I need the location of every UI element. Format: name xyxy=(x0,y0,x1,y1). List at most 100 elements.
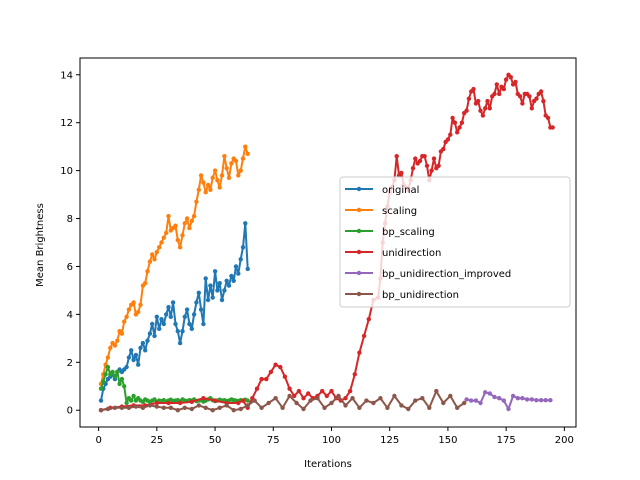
data-point xyxy=(154,404,159,409)
data-point xyxy=(140,405,146,410)
data-point xyxy=(406,406,411,412)
x-tick-label: 0 xyxy=(95,435,101,446)
data-point xyxy=(455,405,460,410)
data-point xyxy=(205,297,211,303)
data-point xyxy=(159,240,164,245)
data-point xyxy=(268,369,274,375)
data-point xyxy=(138,345,143,351)
legend-label: bp_unidirection_improved xyxy=(382,269,511,280)
series-line xyxy=(100,222,249,401)
data-point xyxy=(191,213,197,219)
data-point xyxy=(117,381,122,387)
data-point xyxy=(545,115,551,121)
data-point xyxy=(224,166,229,171)
data-point xyxy=(392,393,397,399)
data-point xyxy=(154,314,159,319)
data-point xyxy=(520,101,525,106)
data-point xyxy=(329,388,334,394)
x-tick-label: 175 xyxy=(497,435,516,446)
data-point xyxy=(441,146,446,152)
data-point xyxy=(129,348,134,353)
data-point xyxy=(497,91,502,97)
legend-label: bp_scaling xyxy=(382,227,435,238)
data-point xyxy=(459,120,465,125)
data-point xyxy=(538,89,544,94)
data-point xyxy=(196,187,201,192)
data-point xyxy=(515,396,520,401)
data-point xyxy=(187,225,192,231)
data-point xyxy=(322,405,327,410)
data-point xyxy=(168,405,173,410)
data-point xyxy=(177,340,183,346)
data-point xyxy=(164,312,169,317)
data-point xyxy=(154,249,159,255)
data-point xyxy=(434,388,439,394)
data-point xyxy=(229,273,234,279)
data-point xyxy=(215,288,220,293)
y-tick-label: 14 xyxy=(60,70,73,81)
data-point xyxy=(129,398,134,403)
data-point xyxy=(133,404,139,409)
data-point xyxy=(450,115,455,121)
data-point xyxy=(413,398,418,403)
series-bp-unidirection-improved xyxy=(464,390,553,412)
data-point xyxy=(287,393,292,399)
data-point xyxy=(126,355,132,360)
data-point xyxy=(210,175,215,180)
data-point xyxy=(238,406,243,412)
data-point xyxy=(441,400,446,406)
data-point xyxy=(292,393,297,399)
y-tick-label: 2 xyxy=(67,358,73,369)
legend-label: scaling xyxy=(382,206,417,217)
data-point xyxy=(184,307,190,312)
data-point xyxy=(378,396,383,401)
data-point xyxy=(212,269,218,274)
data-point xyxy=(462,400,467,406)
data-point xyxy=(364,398,369,403)
data-point xyxy=(112,405,118,410)
data-point xyxy=(452,120,458,125)
data-point xyxy=(124,364,129,370)
data-point xyxy=(124,314,129,319)
data-point xyxy=(166,213,171,219)
data-point xyxy=(105,355,111,360)
data-point xyxy=(464,397,469,402)
data-point xyxy=(357,350,362,355)
data-point xyxy=(98,408,104,413)
data-point xyxy=(471,86,476,92)
data-point xyxy=(147,403,153,408)
data-point xyxy=(226,283,232,288)
data-point xyxy=(245,403,250,408)
data-point xyxy=(448,132,453,137)
data-point xyxy=(187,321,192,327)
data-point xyxy=(548,398,553,403)
data-point xyxy=(529,397,534,402)
data-point xyxy=(233,264,239,269)
data-point xyxy=(478,400,483,406)
y-tick-label: 4 xyxy=(67,310,73,321)
data-point xyxy=(138,302,143,307)
data-point xyxy=(422,154,427,159)
data-point xyxy=(224,403,229,408)
data-point xyxy=(136,309,141,315)
data-point xyxy=(164,230,169,236)
data-point xyxy=(219,173,225,178)
data-point xyxy=(469,398,474,403)
y-tick-label: 12 xyxy=(60,118,73,129)
data-point xyxy=(436,163,441,168)
data-point xyxy=(457,125,462,130)
data-point xyxy=(517,94,523,99)
data-point xyxy=(215,178,220,183)
data-point xyxy=(208,187,213,192)
data-point xyxy=(122,384,127,389)
data-point xyxy=(238,257,243,262)
data-point xyxy=(259,376,264,382)
x-tick-label: 200 xyxy=(555,435,574,446)
data-point xyxy=(184,216,190,221)
data-point xyxy=(399,403,404,408)
data-point xyxy=(273,362,278,367)
data-point xyxy=(161,235,166,240)
data-point xyxy=(145,338,150,343)
data-point xyxy=(203,190,208,195)
